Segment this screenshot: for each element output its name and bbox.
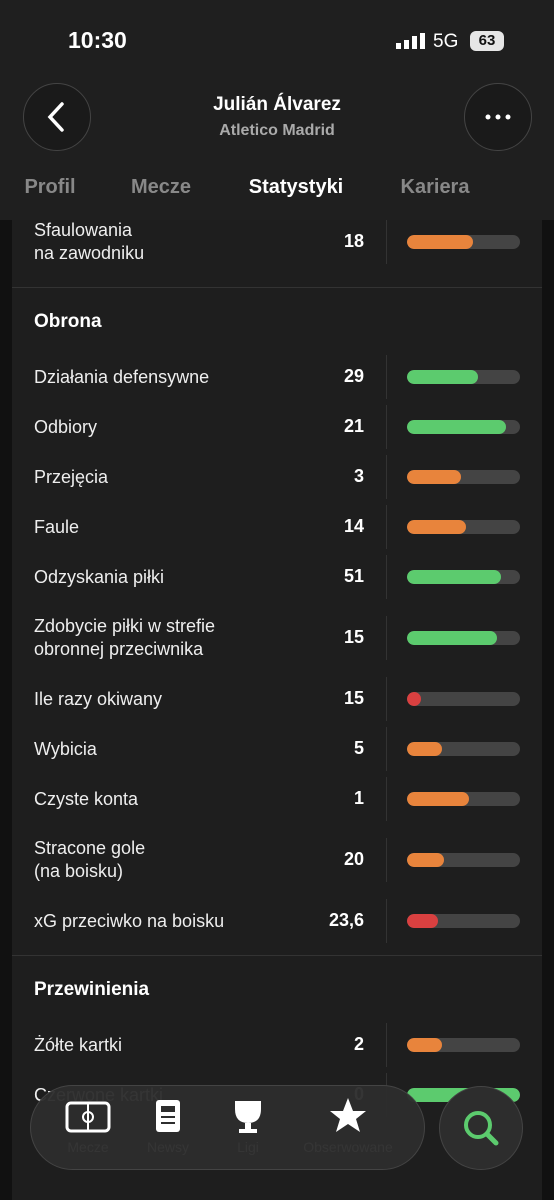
stat-value: 15 [343, 627, 364, 647]
separator [386, 727, 387, 771]
stat-value: 21 [343, 416, 364, 436]
tab[interactable]: Kariera [400, 176, 470, 198]
more-button[interactable] [464, 83, 532, 151]
stat-label: Odzyskania piłki [34, 566, 165, 587]
stat-value: 29 [343, 366, 364, 386]
separator [386, 405, 387, 449]
separator [386, 838, 387, 882]
stat-label: Żółte kartki [34, 1034, 123, 1055]
stat-label: Stracone gole (na boisku) [34, 838, 146, 881]
bar-fill [407, 520, 466, 534]
stat-label: Faule [34, 516, 80, 537]
nav-icons [65, 1098, 366, 1133]
stat-label: Działania defensywne [34, 366, 210, 387]
separator [386, 616, 387, 660]
bar-track [407, 470, 520, 484]
stats-card: Sfaulowania na zawodniku 18 Obrona Działani… [12, 200, 542, 1200]
bar-fill [407, 570, 501, 584]
section-title: Przewinienia [34, 979, 150, 1000]
stat-value: 2 [353, 1034, 364, 1054]
bar-track [407, 235, 520, 249]
bottom-nav [30, 1085, 425, 1170]
bar-track [407, 370, 520, 384]
search-button[interactable] [439, 1086, 523, 1170]
bar-track [407, 570, 520, 584]
stat-value: 23,6 [328, 910, 364, 930]
separator [386, 777, 387, 821]
top-bar: 10:30 5G 63 Julián Álvarez Atletico Madr… [0, 0, 554, 220]
bar-fill [407, 742, 443, 756]
stat-value: 20 [343, 849, 364, 869]
stat-value: 1 [353, 788, 364, 808]
bar-track [407, 914, 520, 928]
bar-track [407, 853, 520, 867]
section-title: Obrona [34, 311, 102, 332]
team-name: Atletico Madrid [219, 122, 335, 139]
back-button[interactable] [23, 83, 91, 151]
tab[interactable]: Profil [24, 176, 76, 198]
stat-label: Sfaulowania na zawodniku [34, 220, 145, 263]
status-time: 10:30 [68, 27, 127, 53]
signal-icon [396, 33, 425, 49]
separator [386, 505, 387, 549]
stat-value: 3 [353, 466, 364, 486]
divider [12, 955, 542, 956]
divider [12, 287, 542, 288]
stat-label: Odbiory [34, 416, 98, 437]
separator [386, 1023, 387, 1067]
bar-track [407, 420, 520, 434]
separator [386, 455, 387, 499]
bar-fill [407, 370, 479, 384]
network: 5G [433, 31, 459, 52]
tab[interactable]: Mecze [130, 176, 192, 198]
separator [386, 355, 387, 399]
bar-fill [407, 792, 470, 806]
bar-track [407, 742, 520, 756]
separator [386, 899, 387, 943]
separator [386, 555, 387, 599]
separator [386, 220, 387, 264]
stat-value: 5 [353, 738, 364, 758]
stat-value: 18 [343, 231, 364, 251]
bar-fill [407, 420, 507, 434]
stat-label: Przejęcia [34, 466, 109, 487]
stat-label: Zdobycie piłki w strefie obronnej przeci… [34, 616, 216, 659]
bar-track [407, 692, 520, 706]
stat-value: 15 [343, 688, 364, 708]
bar-fill [407, 914, 438, 928]
stat-value: 51 [343, 566, 364, 586]
battery: 63 [470, 31, 504, 51]
stat-label: Wybicia [34, 738, 97, 759]
bar-fill [407, 235, 473, 249]
bar-track [407, 1038, 520, 1052]
bar-fill [407, 1038, 443, 1052]
stat-label: Czyste konta [34, 788, 139, 809]
bar-fill [407, 470, 462, 484]
bar-track [407, 631, 520, 645]
tab[interactable]: Statystyki [248, 176, 344, 198]
stat-value: 14 [343, 516, 364, 536]
player-name: Julián Álvarez [213, 94, 341, 115]
bar-track [407, 792, 520, 806]
bar-fill [407, 631, 498, 645]
bar-fill [407, 692, 421, 706]
bar-track [407, 520, 520, 534]
separator [386, 677, 387, 721]
stat-label: xG przeciwko na boisku [34, 910, 225, 931]
bar-fill [407, 853, 445, 867]
stat-label: Ile razy okiwany [34, 688, 163, 709]
